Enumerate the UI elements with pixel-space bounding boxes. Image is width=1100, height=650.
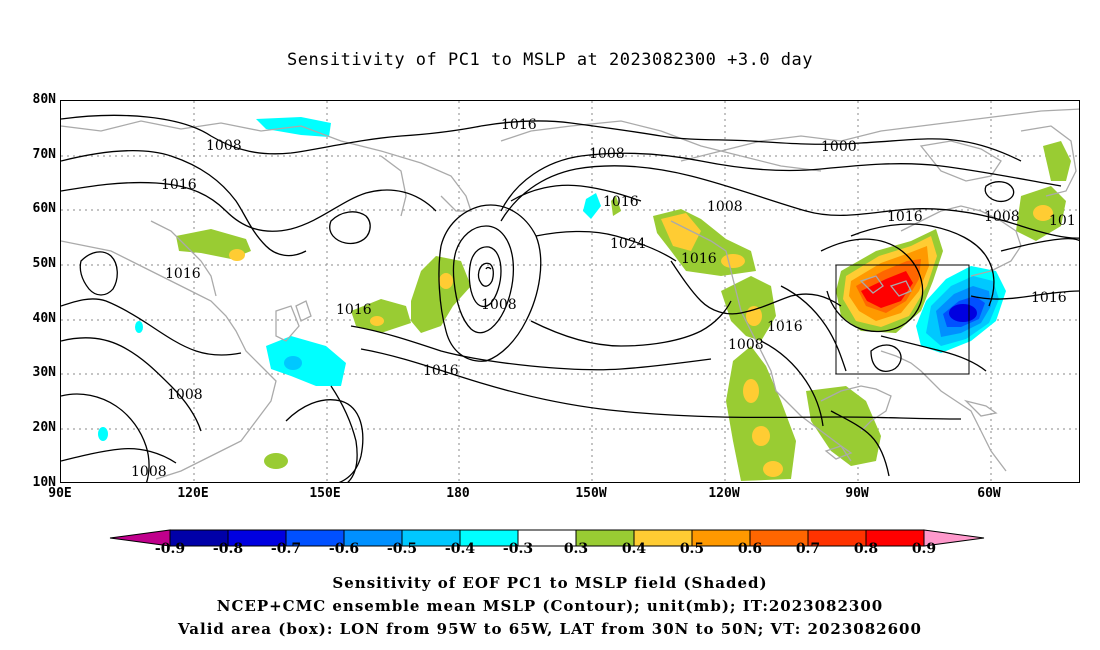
caption-line-1: Sensitivity of EOF PC1 to MSLP field (Sh… — [332, 574, 768, 592]
contour-label: 1016 — [1031, 290, 1067, 306]
lat-label-30n: 30N — [32, 365, 56, 380]
contour-label: 1008 — [167, 387, 203, 403]
map-title: Sensitivity of PC1 to MSLP at 2023082300… — [286, 50, 813, 70]
contour-label: 1016 — [767, 319, 803, 335]
lat-label-60n: 60N — [32, 201, 56, 216]
contour-label: 1016 — [423, 363, 459, 379]
shade-negative-newengland-core — [949, 304, 977, 322]
contour-label: 1016 — [161, 177, 197, 193]
contour-label: 1008 — [131, 464, 167, 480]
lon-label-120e: 120E — [177, 486, 209, 501]
shade-positive-alaska-core2 — [721, 254, 745, 268]
caption-line-3: Valid area (box): LON from 95W to 65W, L… — [178, 620, 922, 638]
graticule — [61, 101, 1079, 482]
contour-label: 1016 — [887, 209, 923, 225]
shade-negative-japan-core — [284, 356, 302, 370]
contour-label: 1008 — [707, 199, 743, 215]
contour-label: 1008 — [984, 209, 1020, 225]
shade-negative-bering — [583, 193, 601, 219]
lat-label-50n: 50N — [32, 256, 56, 271]
shade-positive-mexico — [726, 346, 796, 481]
contour-labels: 1016 1008 1008 1000 1016 1016 1008 1008 … — [131, 117, 1076, 480]
colorbar-label: -0.9 — [154, 541, 186, 557]
coastlines — [61, 108, 1079, 480]
shade-negative-japan — [266, 336, 346, 386]
lon-label-90w: 90W — [845, 486, 869, 501]
valid-area-box — [835, 264, 970, 375]
colorbar-label: 0.6 — [737, 541, 763, 557]
contour-label: 1016 — [501, 117, 537, 133]
shade-positive-westcoast — [721, 276, 776, 341]
colorbar-label: -0.3 — [502, 541, 534, 557]
colorbar-label: -0.8 — [212, 541, 244, 557]
shade-positive-gulf — [806, 386, 881, 466]
lon-label-150e: 150E — [309, 486, 341, 501]
contour-label: 1008 — [728, 337, 764, 353]
contour-label: 1016 — [165, 266, 201, 282]
colorbar-label: 0.4 — [621, 541, 647, 557]
lat-label-40n: 40N — [32, 311, 56, 326]
lon-label-60w: 60W — [977, 486, 1001, 501]
lat-label-80n: 80N — [32, 92, 56, 107]
lat-label-70n: 70N — [32, 147, 56, 162]
shade-positive-manchuria-core — [229, 249, 245, 261]
shade-positive-kamchatka — [351, 299, 411, 333]
shade-positive-greatlakes-red — [861, 271, 913, 308]
contour-label: 1024 — [610, 236, 646, 252]
lon-label-90e: 90E — [48, 486, 72, 501]
contour-label: 101 — [1049, 213, 1076, 229]
contour-label: 1016 — [603, 194, 639, 210]
contour-label: 1008 — [481, 297, 517, 313]
shade-positive-labrador-core — [1033, 205, 1053, 221]
colorbar-label: 0.9 — [911, 541, 937, 557]
map-canvas: 1016 1008 1008 1000 1016 1016 1008 1008 … — [61, 101, 1079, 482]
shade-positive-hudson — [611, 196, 621, 216]
shade-negative-left2 — [98, 427, 108, 441]
shade-positive-mexico-core2 — [752, 426, 770, 446]
colorbar-label: 0.8 — [853, 541, 879, 557]
colorbar-label: -0.7 — [270, 541, 302, 557]
sensitivity-shading — [98, 117, 1071, 481]
shade-positive-bering-core — [439, 273, 453, 289]
shade-positive-mexico-core3 — [763, 461, 783, 477]
colorbar-svg — [109, 529, 985, 547]
contour-label: 1000 — [821, 139, 857, 155]
shade-positive-greenland — [1043, 141, 1071, 181]
colorbar — [0, 528, 1100, 568]
shade-positive-bering — [411, 256, 471, 333]
shade-positive-alaska-core — [661, 213, 701, 251]
contour-label: 1008 — [589, 146, 625, 162]
lon-label-120w: 120W — [708, 486, 740, 501]
lon-label-150w: 150W — [575, 486, 607, 501]
lat-label-20n: 20N — [32, 420, 56, 435]
colorbar-label: 0.3 — [563, 541, 589, 557]
shade-positive-kamchatka-core — [370, 316, 384, 326]
lon-label-180: 180 — [446, 486, 470, 501]
map-panel: 1016 1008 1008 1000 1016 1016 1008 1008 … — [60, 100, 1080, 483]
colorbar-label: 0.5 — [679, 541, 705, 557]
lat-label-10n: 10N — [32, 475, 56, 490]
colorbar-label: -0.6 — [328, 541, 360, 557]
contour-label: 1016 — [336, 302, 372, 318]
contour-label: 1008 — [206, 138, 242, 154]
mslp-contours — [61, 114, 1079, 482]
shade-negative-left1 — [135, 321, 143, 333]
colorbar-label: -0.5 — [386, 541, 418, 557]
colorbar-label: 0.7 — [795, 541, 821, 557]
caption-line-2: NCEP+CMC ensemble mean MSLP (Contour); u… — [216, 597, 884, 615]
shade-positive-mexico-core1 — [743, 379, 759, 403]
colorbar-label: -0.4 — [444, 541, 476, 557]
contour-label: 1016 — [681, 251, 717, 267]
colorbar-arrow-high — [923, 529, 985, 547]
shade-positive-sw — [264, 453, 288, 469]
